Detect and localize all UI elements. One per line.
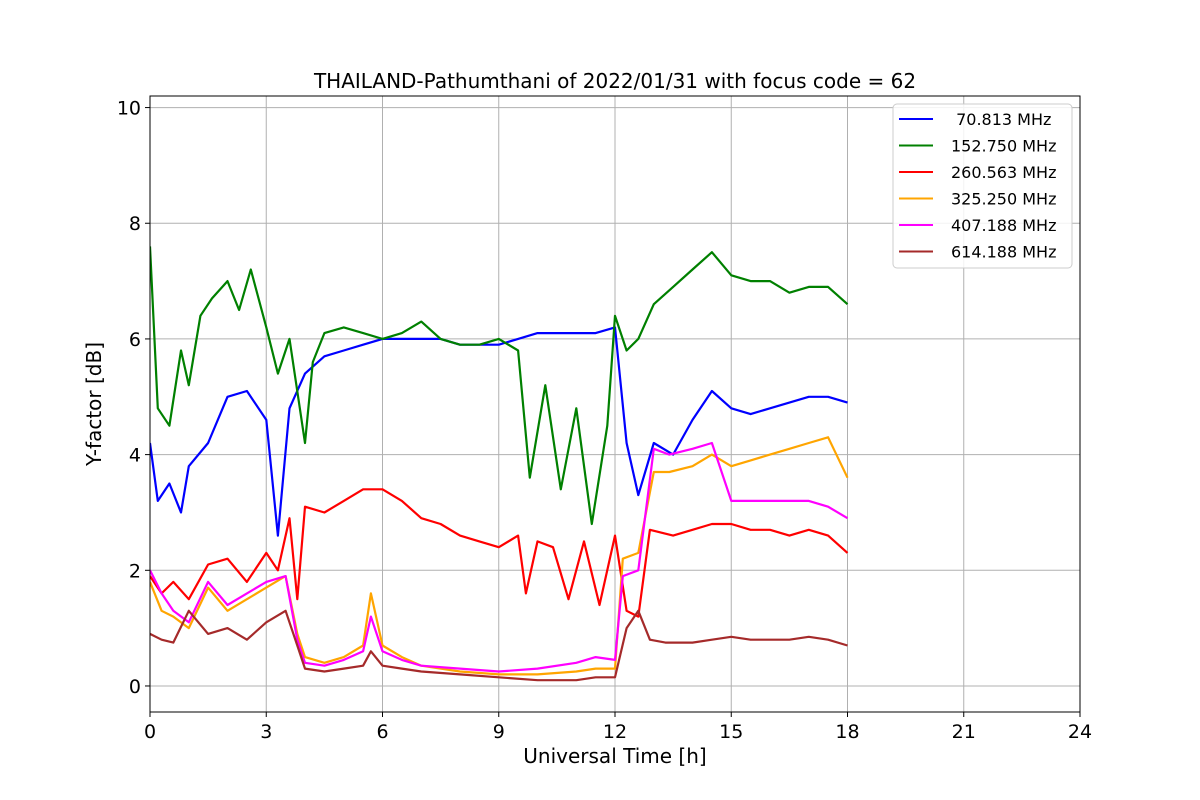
legend-label-3: 325.250 MHz	[951, 190, 1056, 209]
legend-label-2: 260.563 MHz	[951, 163, 1056, 182]
y-tick-label: 4	[129, 445, 141, 467]
series-line-2	[150, 488, 849, 618]
x-tick-label: 0	[144, 721, 156, 743]
legend-box	[892, 103, 1073, 269]
x-tick-label: 9	[493, 721, 505, 743]
series-line-3	[150, 436, 849, 676]
chart-title: THAILAND-Pathumthani of 2022/01/31 with …	[313, 69, 916, 93]
series-line-4	[150, 441, 849, 673]
legend-label-1: 152.750 MHz	[951, 137, 1056, 156]
legend: 70.813 MHz 152.750 MHz 260.563 MHz 325.250 …	[892, 103, 1073, 269]
y-tick-label: 8	[129, 213, 141, 235]
x-tick-label: 18	[835, 721, 859, 743]
y-axis-label: Y-factor [dB]	[82, 342, 106, 467]
x-tick-label: 6	[376, 721, 388, 743]
x-tick-label: 3	[260, 721, 272, 743]
x-axis-label: Universal Time [h]	[523, 744, 706, 768]
y-tick-label: 2	[129, 560, 141, 582]
legend-label-0: 70.813 MHz	[951, 110, 1051, 129]
y-tick-label: 6	[129, 329, 141, 351]
x-tick-label: 15	[719, 721, 743, 743]
series-line-5	[150, 609, 848, 682]
plot-lines	[150, 246, 849, 682]
x-tick-label: 12	[603, 721, 627, 743]
y-tick-label: 0	[129, 676, 141, 698]
series-line-1	[150, 246, 849, 526]
x-tick-label: 24	[1068, 721, 1092, 743]
x-tick-label: 21	[952, 721, 976, 743]
y-tick-label: 10	[117, 98, 141, 120]
legend-label-4: 407.188 MHz	[951, 216, 1056, 235]
legend-label-5: 614.188 MHz	[951, 243, 1056, 262]
